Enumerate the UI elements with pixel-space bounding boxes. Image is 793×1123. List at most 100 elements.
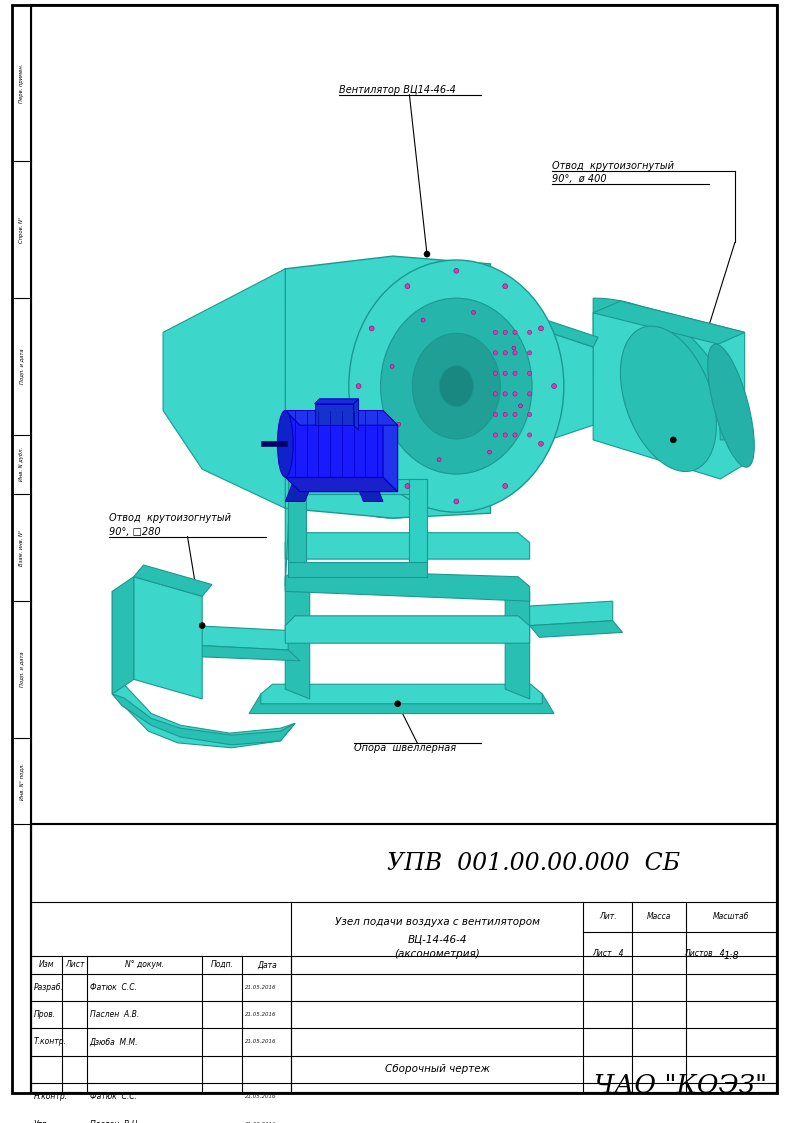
Polygon shape xyxy=(505,582,530,699)
Circle shape xyxy=(503,372,508,375)
Circle shape xyxy=(513,392,517,396)
Polygon shape xyxy=(530,601,613,626)
Circle shape xyxy=(527,350,532,355)
Text: (аксонометрия): (аксонометрия) xyxy=(394,949,480,959)
Polygon shape xyxy=(285,411,397,426)
Text: Спров. N°: Спров. N° xyxy=(19,217,24,243)
Circle shape xyxy=(503,432,508,437)
Circle shape xyxy=(405,484,410,489)
Text: Фатюк  С.С.: Фатюк С.С. xyxy=(90,1093,136,1102)
Text: Утв.: Утв. xyxy=(34,1120,50,1123)
Polygon shape xyxy=(491,322,539,449)
Circle shape xyxy=(437,458,441,462)
Polygon shape xyxy=(288,480,306,562)
Circle shape xyxy=(493,392,497,396)
Text: Масштаб: Масштаб xyxy=(713,912,749,921)
Polygon shape xyxy=(593,301,745,344)
Text: Взам. инв. N°: Взам. инв. N° xyxy=(19,529,24,566)
Polygon shape xyxy=(113,577,134,694)
Circle shape xyxy=(552,384,557,389)
Circle shape xyxy=(421,318,425,322)
Circle shape xyxy=(356,384,361,389)
Circle shape xyxy=(513,372,517,375)
Text: 21.05.2016: 21.05.2016 xyxy=(245,1094,277,1099)
Ellipse shape xyxy=(439,366,473,407)
Text: Изм: Изм xyxy=(39,960,55,969)
Text: Дата: Дата xyxy=(257,960,277,969)
Polygon shape xyxy=(534,318,598,347)
Polygon shape xyxy=(593,313,720,440)
Polygon shape xyxy=(134,577,202,699)
Circle shape xyxy=(199,622,205,629)
Text: Отвод  крутоизогнутый: Отвод крутоизогнутый xyxy=(109,513,232,523)
Text: N° докум.: N° докум. xyxy=(125,960,164,969)
Text: Подп. и дата: Подп. и дата xyxy=(19,651,24,687)
Circle shape xyxy=(513,350,517,355)
Text: ВЦ-14-46-4: ВЦ-14-46-4 xyxy=(408,934,467,944)
Circle shape xyxy=(527,412,532,417)
Ellipse shape xyxy=(412,334,500,439)
Text: 90°,  ø 400: 90°, ø 400 xyxy=(552,174,607,184)
Text: Пров.: Пров. xyxy=(34,1010,56,1020)
Polygon shape xyxy=(409,480,427,562)
Text: 21.05.2016: 21.05.2016 xyxy=(245,1122,277,1123)
Text: Лит.: Лит. xyxy=(599,912,617,921)
Circle shape xyxy=(488,450,492,454)
Text: 90°, □280: 90°, □280 xyxy=(109,527,161,537)
Ellipse shape xyxy=(278,411,293,477)
Polygon shape xyxy=(593,301,745,480)
Circle shape xyxy=(670,437,676,442)
Polygon shape xyxy=(285,532,530,559)
Circle shape xyxy=(527,392,532,396)
Circle shape xyxy=(395,701,400,706)
Circle shape xyxy=(503,392,508,396)
Ellipse shape xyxy=(349,261,564,512)
Circle shape xyxy=(454,268,459,273)
Circle shape xyxy=(370,441,374,446)
Text: Фатюк  С.С.: Фатюк С.С. xyxy=(90,983,136,992)
Bar xyxy=(12,4,31,1093)
Text: Подп.: Подп. xyxy=(211,960,234,969)
Circle shape xyxy=(538,326,543,331)
Text: Сборочный чертеж: Сборочный чертеж xyxy=(385,1065,490,1075)
Ellipse shape xyxy=(620,326,716,472)
Circle shape xyxy=(527,330,532,335)
Circle shape xyxy=(370,326,374,331)
Circle shape xyxy=(493,372,497,375)
Polygon shape xyxy=(315,403,354,426)
Polygon shape xyxy=(285,615,530,643)
Circle shape xyxy=(493,412,497,417)
Circle shape xyxy=(513,412,517,417)
Text: Лист: Лист xyxy=(65,960,84,969)
Text: Листов   4: Листов 4 xyxy=(684,949,725,958)
Text: Перв. примен.: Перв. примен. xyxy=(19,63,24,103)
Polygon shape xyxy=(534,328,593,445)
Text: Опора  швеллерная: Опора швеллерная xyxy=(354,743,456,752)
Text: 1:8: 1:8 xyxy=(723,951,739,961)
Text: ЧАО "КОЭЗ": ЧАО "КОЭЗ" xyxy=(594,1072,767,1097)
Text: Паслен  В.Н.: Паслен В.Н. xyxy=(90,1120,140,1123)
Polygon shape xyxy=(249,694,554,713)
Text: УПВ  001.00.00.000  СБ: УПВ 001.00.00.000 СБ xyxy=(388,851,680,875)
Circle shape xyxy=(513,330,517,335)
Circle shape xyxy=(538,441,543,446)
Text: Отвод  крутоизогнутый: Отвод крутоизогнутый xyxy=(552,161,674,171)
Polygon shape xyxy=(315,399,358,403)
Polygon shape xyxy=(288,562,427,577)
Circle shape xyxy=(503,350,508,355)
Text: Инв. N° подл.: Инв. N° подл. xyxy=(19,763,24,800)
Text: Подп. и дата: Подп. и дата xyxy=(19,349,24,384)
Text: Т.контр.: Т.контр. xyxy=(34,1038,67,1047)
Circle shape xyxy=(493,330,497,335)
Polygon shape xyxy=(285,577,310,699)
Polygon shape xyxy=(113,694,295,745)
Polygon shape xyxy=(285,477,397,492)
Polygon shape xyxy=(113,592,295,748)
Polygon shape xyxy=(285,569,530,601)
Text: Лист   4: Лист 4 xyxy=(592,949,623,958)
Polygon shape xyxy=(354,399,358,430)
Ellipse shape xyxy=(381,298,532,474)
Circle shape xyxy=(503,330,508,335)
Polygon shape xyxy=(285,268,290,586)
Polygon shape xyxy=(193,645,300,660)
